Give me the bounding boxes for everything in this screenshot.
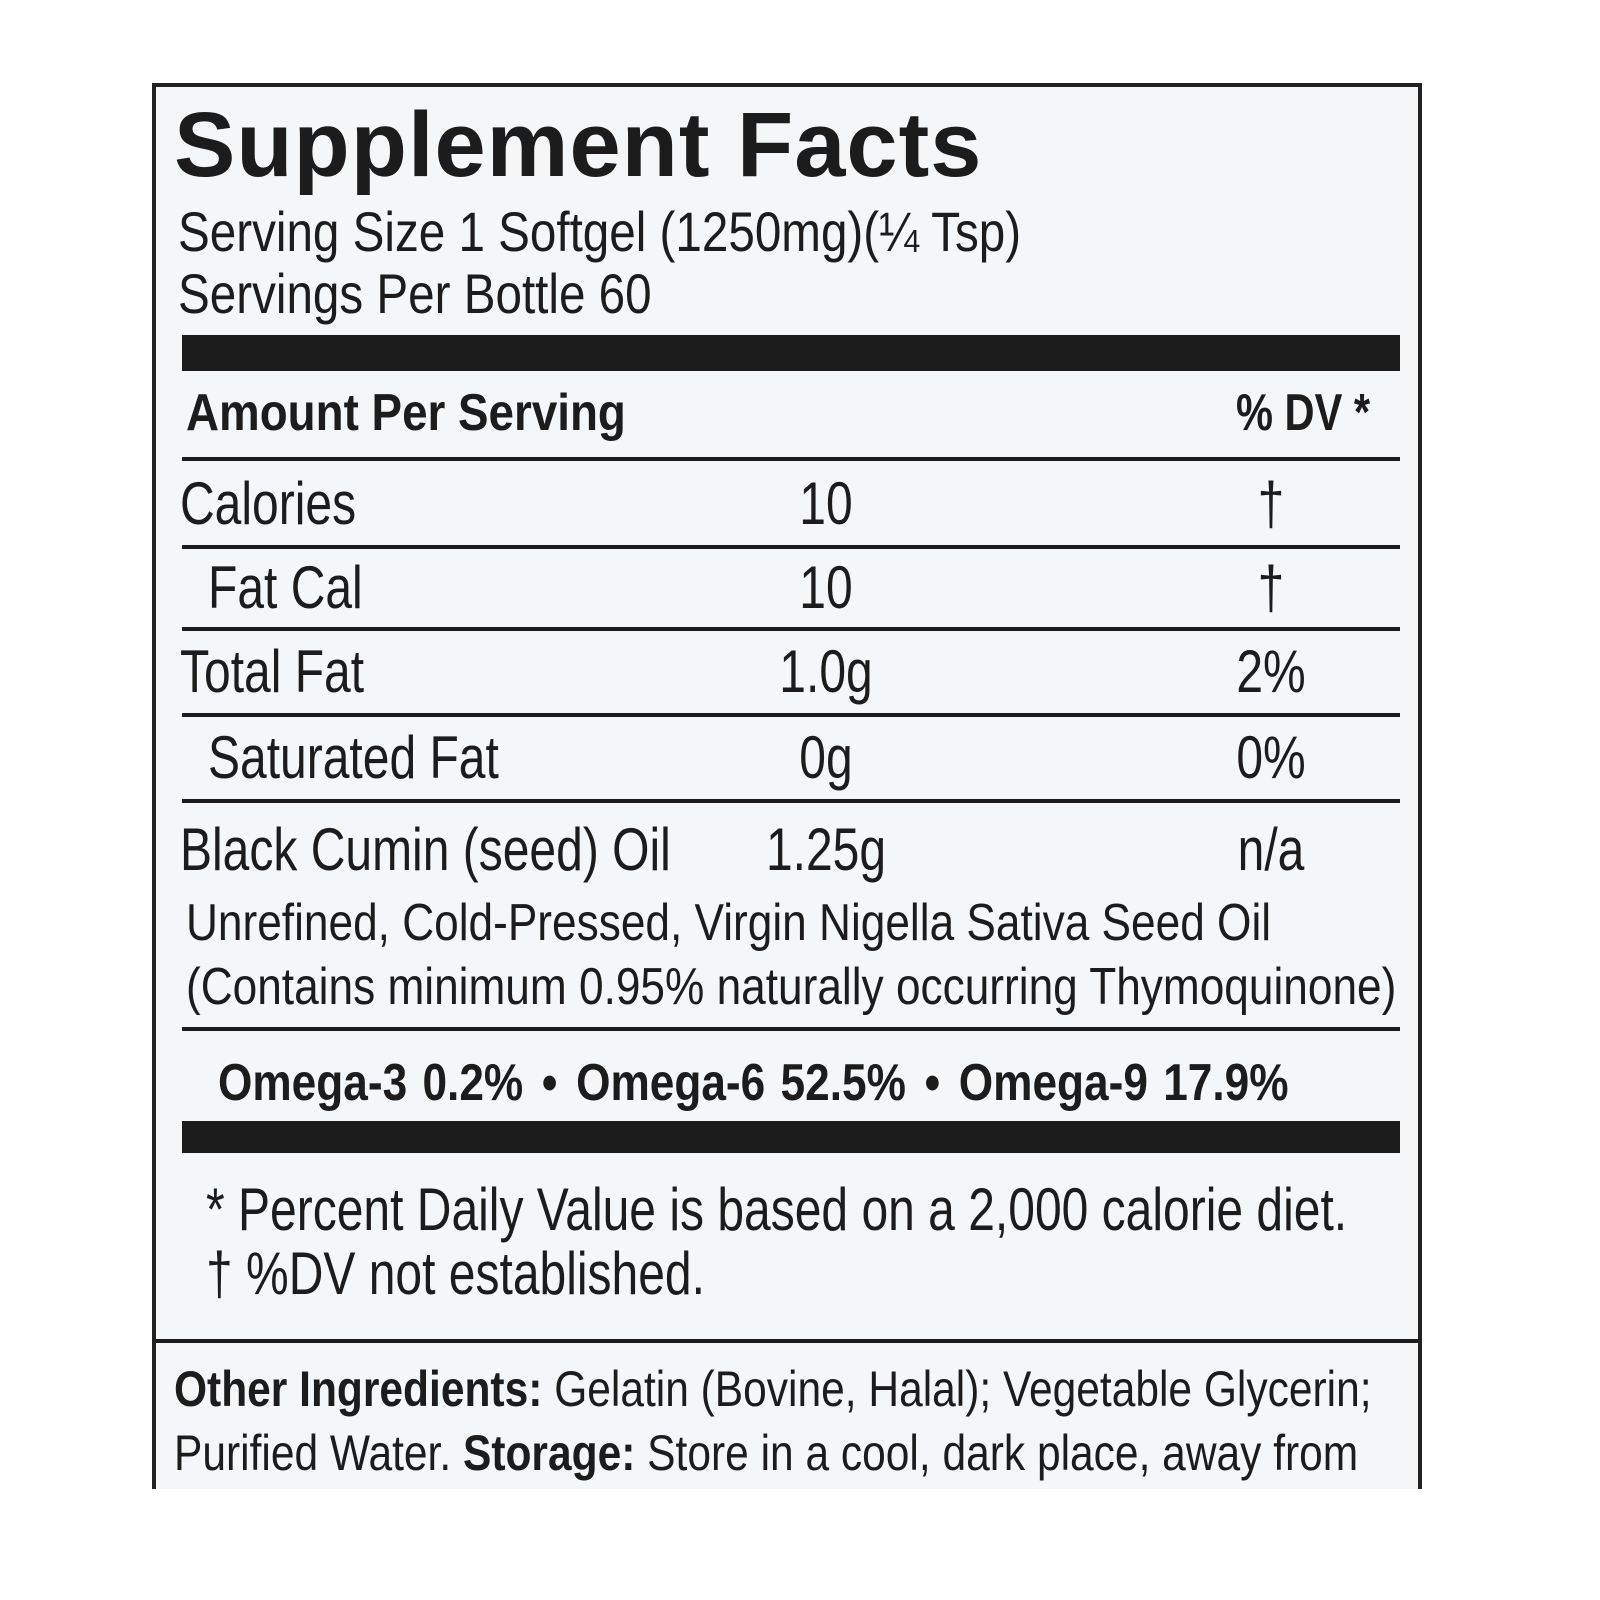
daily-value: † xyxy=(1257,470,1285,537)
text: Gelatin (Bovine, Halal); Vegetable Glyce… xyxy=(174,1361,1372,1481)
daily-value: 2% xyxy=(1236,638,1306,705)
separator: • xyxy=(924,1054,941,1112)
omega-value: 0.2% xyxy=(422,1054,524,1112)
nutrient-name: Fat Cal xyxy=(208,554,363,621)
ingredient-note: (Contains minimum 0.95% naturally occurr… xyxy=(186,958,1397,1016)
thick-rule xyxy=(182,335,1400,371)
daily-value: 0% xyxy=(1236,724,1306,791)
supplement-facts-label: Supplement Facts Serving Size 1 Softgel … xyxy=(152,83,1422,1489)
serving-size: Serving Size 1 Softgel (1250mg)(¼ Tsp) xyxy=(178,200,1022,263)
rule xyxy=(182,799,1400,803)
omega-name: Omega-9 xyxy=(958,1054,1148,1112)
omega-value: 52.5% xyxy=(780,1054,906,1112)
amount: 10 xyxy=(799,470,853,537)
footnote: * Percent Daily Value is based on a 2,00… xyxy=(206,1176,1348,1243)
servings-per-container: Servings Per Bottle 60 xyxy=(178,262,652,325)
nutrient-name: Black Cumin (seed) Oil xyxy=(180,816,671,883)
ingredient-note: Unrefined, Cold-Pressed, Virgin Nigella … xyxy=(186,894,1272,952)
table-header: Amount Per Serving xyxy=(186,384,626,442)
nutrient-name: Saturated Fat xyxy=(208,724,499,791)
label: Other Ingredients: xyxy=(174,1361,543,1417)
daily-value: † xyxy=(1257,554,1285,621)
omega-value: 17.9% xyxy=(1163,1054,1289,1112)
amount: 1.25g xyxy=(765,816,887,883)
thick-rule xyxy=(182,1121,1400,1153)
table-header: % DV * xyxy=(1236,384,1371,442)
title: Supplement Facts xyxy=(174,94,983,196)
text: Store in a cool, dark place, away from xyxy=(647,1425,1359,1481)
amount: 1.0g xyxy=(779,638,873,705)
rule xyxy=(182,545,1400,549)
rule xyxy=(182,713,1400,717)
omega-line: Omega-3 0.2% • Omega-6 52.5% • Omega-9 17.9% xyxy=(218,1053,1289,1113)
label: Storage: xyxy=(462,1425,636,1481)
amount: 0g xyxy=(799,724,853,791)
omega-name: Omega-3 xyxy=(218,1054,408,1112)
nutrient-name: Total Fat xyxy=(180,638,365,705)
rule xyxy=(156,1339,1418,1343)
daily-value: n/a xyxy=(1237,816,1305,883)
rule xyxy=(182,457,1400,461)
omega-name: Omega-6 xyxy=(576,1054,766,1112)
rule xyxy=(182,1027,1400,1031)
amount: 10 xyxy=(799,554,853,621)
other-ingredients: Other Ingredients: Gelatin (Bovine, Hala… xyxy=(174,1357,1414,1485)
rule xyxy=(182,627,1400,631)
footnote: † %DV not established. xyxy=(206,1240,705,1307)
nutrient-name: Calories xyxy=(180,470,357,537)
separator: • xyxy=(541,1054,558,1112)
